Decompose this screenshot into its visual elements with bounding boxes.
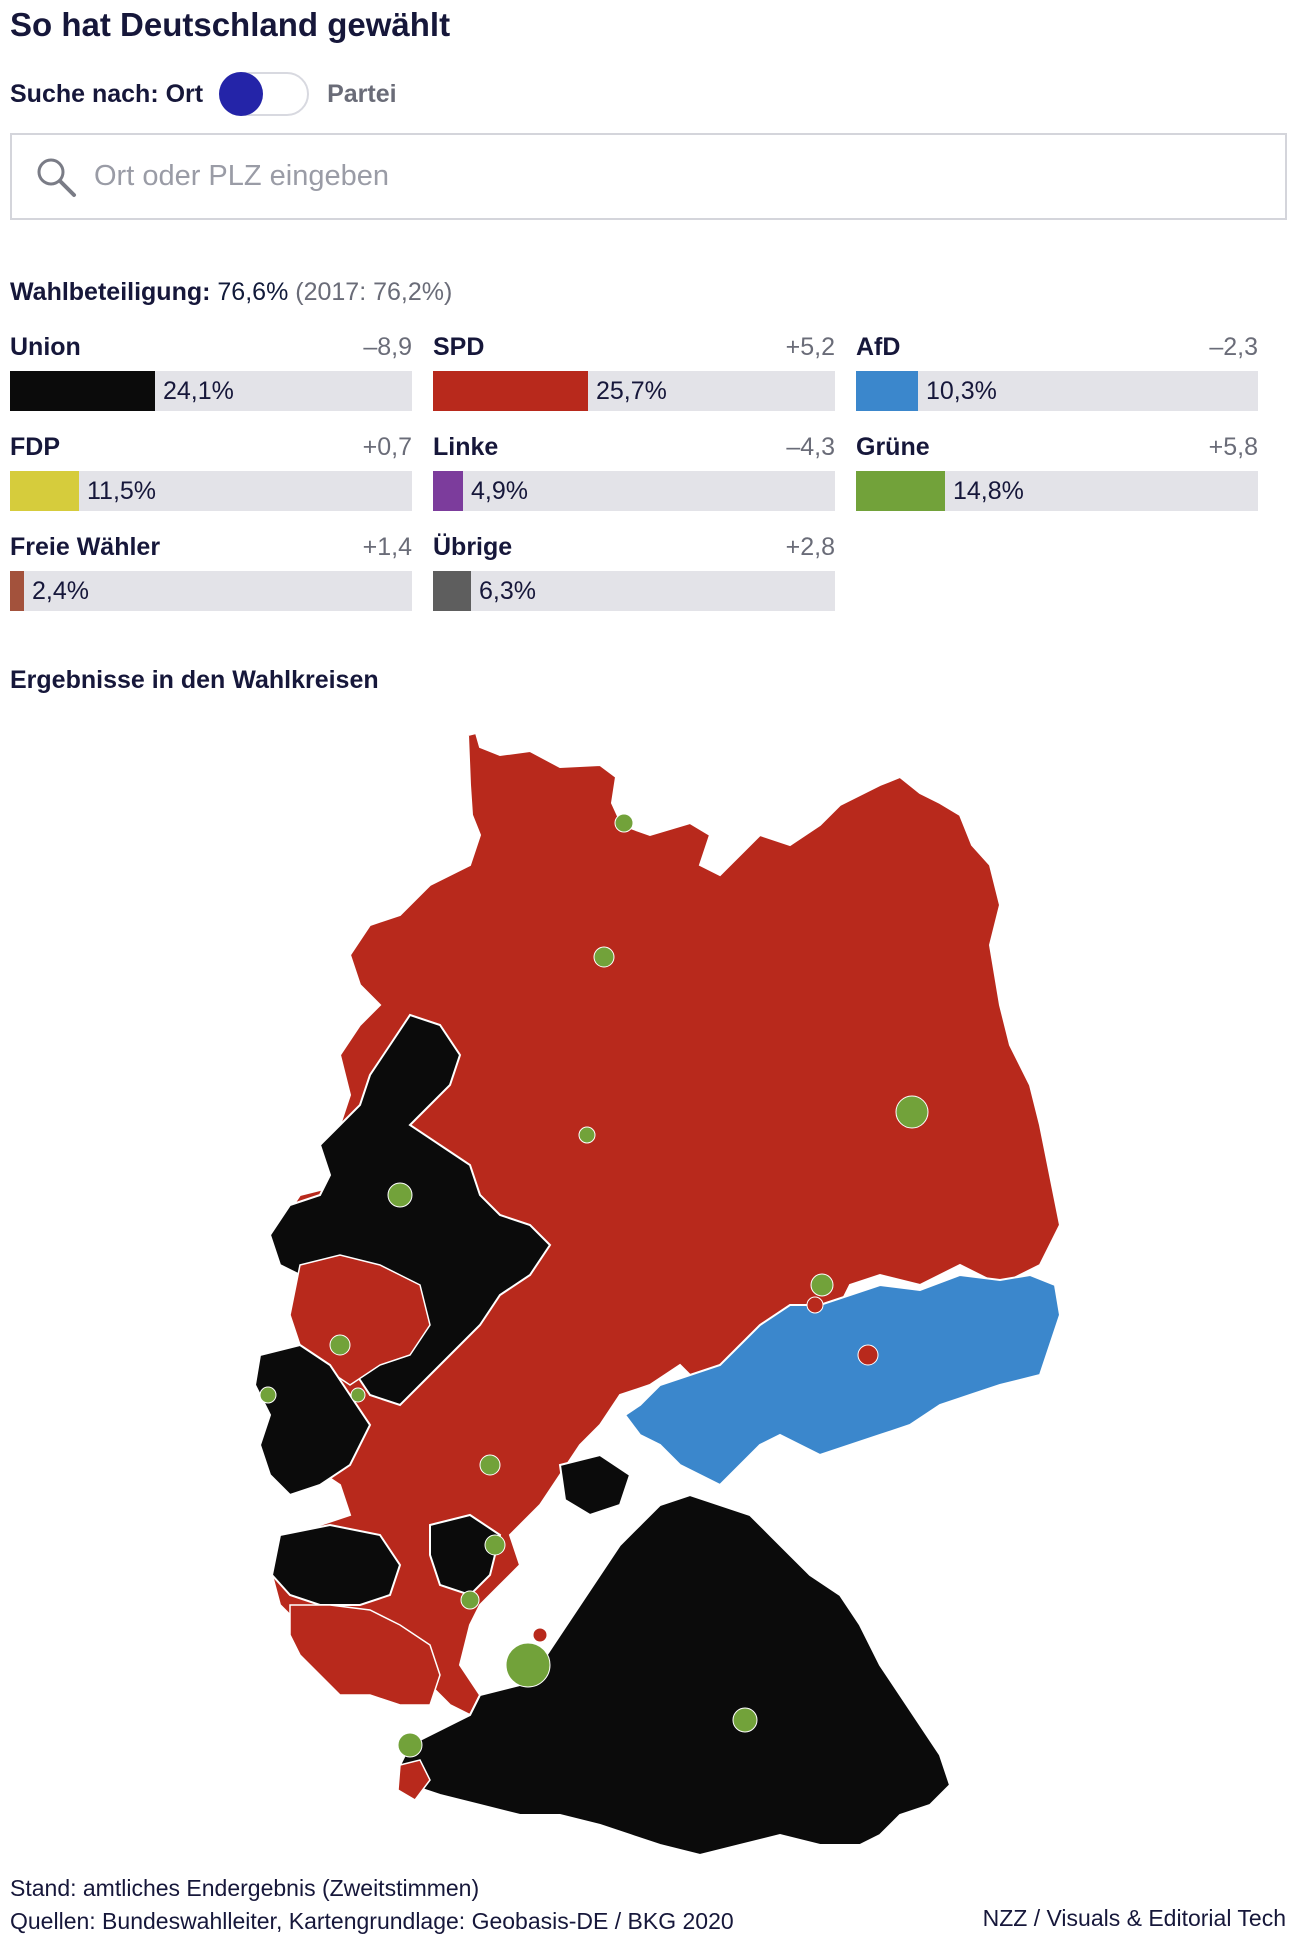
map-district-berlin[interactable] — [895, 1095, 929, 1129]
party-bar: 4,9% — [433, 471, 835, 511]
map-district-koeln[interactable] — [329, 1334, 351, 1356]
turnout-value: 76,6% — [217, 278, 289, 306]
search-mode-toggle[interactable] — [219, 72, 310, 116]
party-uebrige: Übrige +2,8 6,3% — [433, 533, 835, 611]
map-district-leipzig[interactable] — [810, 1273, 834, 1297]
map-district-dresden-spd[interactable] — [857, 1344, 879, 1366]
party-bar: 24,1% — [10, 371, 412, 411]
map-green-districts — [259, 813, 929, 1758]
party-name: SPD — [433, 333, 485, 361]
party-percent: 2,4% — [32, 577, 89, 605]
party-percent: 24,1% — [163, 377, 234, 405]
footer-credit: NZZ / Visuals & Editorial Tech — [982, 1905, 1286, 1931]
party-bar-fill — [856, 371, 918, 411]
party-bar-fill — [433, 471, 463, 511]
party-percent: 25,7% — [596, 377, 667, 405]
party-change: +5,2 — [785, 333, 835, 361]
party-name: FDP — [10, 433, 60, 461]
map-district-hamburg[interactable] — [593, 946, 615, 968]
map-district-muenchen[interactable] — [732, 1707, 758, 1733]
party-percent: 6,3% — [479, 577, 536, 605]
party-percent: 10,3% — [926, 377, 997, 405]
party-spd: SPD +5,2 25,7% — [433, 333, 835, 411]
map-district-freiburg[interactable] — [397, 1732, 423, 1758]
party-bar-fill — [10, 571, 24, 611]
footer-status: Stand: amtliches Endergebnis (Zweitstimm… — [10, 1875, 480, 1901]
party-bar-fill — [10, 371, 155, 411]
party-fdp: FDP +0,7 11,5% — [10, 433, 412, 511]
toggle-label-partei[interactable]: Partei — [327, 79, 397, 108]
party-bar-fill — [10, 471, 79, 511]
map-district-stuttgart-spd[interactable] — [532, 1627, 548, 1643]
map-district-leipzig-spd[interactable] — [806, 1296, 824, 1314]
party-name: Linke — [433, 433, 499, 461]
search-icon — [37, 158, 76, 197]
search-input[interactable] — [92, 159, 1285, 194]
map-region-hunsrueck-union[interactable] — [429, 1513, 502, 1597]
party-change: +1,4 — [362, 533, 412, 561]
turnout-previous: (2017: 76,2%) — [295, 278, 453, 306]
party-name: Union — [10, 333, 81, 361]
map-region-south-union[interactable] — [398, 1493, 952, 1855]
party-name: Übrige — [433, 533, 513, 561]
map-district-aachen[interactable] — [259, 1386, 277, 1404]
party-change: +5,8 — [1208, 433, 1258, 461]
party-name: Grüne — [856, 433, 930, 461]
map-region-north[interactable] — [270, 731, 1062, 1717]
party-name: Freie Wähler — [10, 533, 161, 561]
party-change: +2,8 — [785, 533, 835, 561]
party-name: AfD — [856, 333, 901, 361]
map-district-karlsruhe[interactable] — [460, 1590, 480, 1610]
party-percent: 4,9% — [471, 477, 528, 505]
map-region-east-afd[interactable] — [623, 1273, 1062, 1487]
search-box[interactable] — [10, 133, 1287, 220]
map-district-stuttgart[interactable] — [505, 1642, 551, 1688]
party-gruene: Grüne +5,8 14,8% — [856, 433, 1258, 511]
party-bar: 10,3% — [856, 371, 1258, 411]
map-heading: Ergebnisse in den Wahlkreisen — [10, 666, 379, 694]
map-district-kiel[interactable] — [614, 813, 634, 833]
map-spd-districts — [532, 1296, 879, 1643]
party-linke: Linke –4,3 4,9% — [433, 433, 835, 511]
party-change: +0,7 — [362, 433, 412, 461]
party-bar: 25,7% — [433, 371, 835, 411]
party-change: –4,3 — [786, 433, 835, 461]
party-bar: 11,5% — [10, 471, 412, 511]
toggle-knob[interactable] — [219, 72, 264, 116]
page-title: So hat Deutschland gewählt — [10, 6, 451, 43]
map-region-loerrach-spd[interactable] — [397, 1759, 431, 1801]
map-region-fulda-union[interactable] — [558, 1453, 632, 1517]
footer-sources: Quellen: Bundeswahlleiter, Kartengrundla… — [10, 1908, 734, 1934]
map-district-heidelberg[interactable] — [484, 1534, 506, 1556]
party-bar-fill — [856, 471, 945, 511]
party-afd: AfD –2,3 10,3% — [856, 333, 1258, 411]
party-bar: 2,4% — [10, 571, 412, 611]
search-mode-toggle-row: Suche nach: Ort Partei — [10, 72, 397, 116]
map-region-rlp-union[interactable] — [270, 1523, 402, 1606]
party-change: –2,3 — [1209, 333, 1258, 361]
map-district-bonn[interactable] — [350, 1387, 366, 1403]
party-bar-fill — [433, 571, 471, 611]
map-district-frankfurt[interactable] — [479, 1454, 501, 1476]
party-percent: 11,5% — [87, 477, 157, 505]
map-region-eifel-union[interactable] — [253, 1343, 372, 1497]
turnout: Wahlbeteiligung: 76,6% (2017: 76,2%) — [10, 278, 452, 307]
map-region-pfalz-spd[interactable] — [289, 1604, 441, 1706]
party-freie-waehler: Freie Wähler +1,4 2,4% — [10, 533, 412, 611]
germany-constituency-map[interactable] — [0, 705, 1300, 1855]
party-bar: 14,8% — [856, 471, 1258, 511]
footer: Stand: amtliches Endergebnis (Zweitstimm… — [10, 1872, 734, 1938]
party-bar: 6,3% — [433, 571, 835, 611]
party-percent: 14,8% — [953, 477, 1024, 505]
map-region-rhine-spd[interactable] — [289, 1254, 431, 1386]
map-district-hannover[interactable] — [578, 1126, 596, 1144]
toggle-label-ort[interactable]: Suche nach: Ort — [10, 79, 204, 108]
party-change: –8,9 — [363, 333, 412, 361]
party-bar-fill — [433, 371, 588, 411]
map-district-muenster[interactable] — [387, 1182, 413, 1208]
party-union: Union –8,9 24,1% — [10, 333, 412, 411]
turnout-label: Wahlbeteiligung: — [10, 278, 211, 306]
